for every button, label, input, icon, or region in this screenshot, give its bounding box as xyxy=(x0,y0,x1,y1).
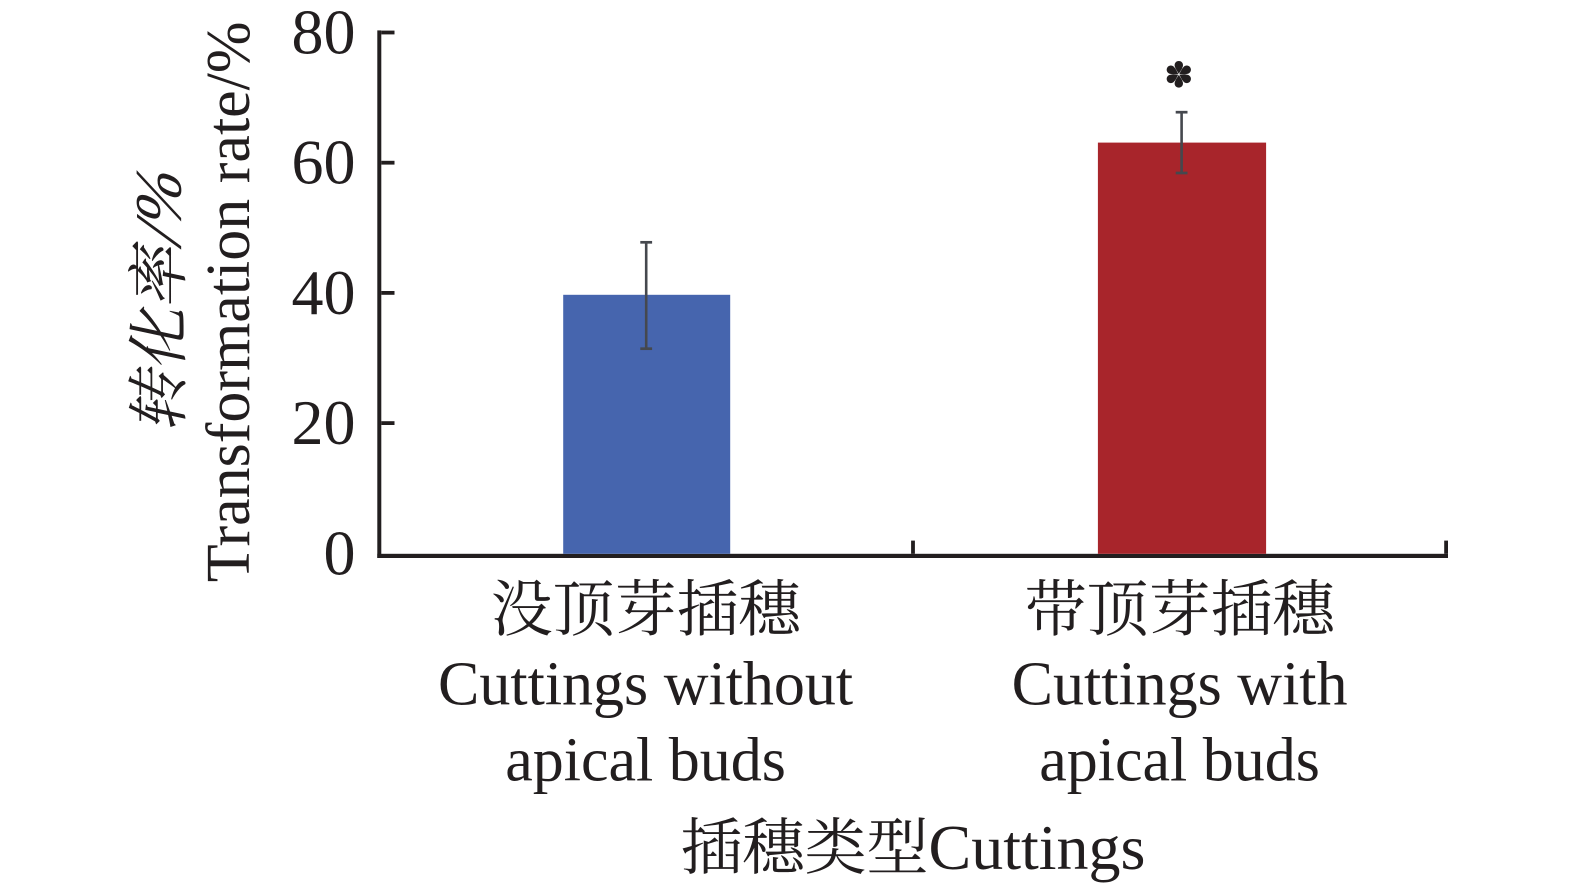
svg-text:apical buds: apical buds xyxy=(1039,727,1320,795)
svg-text:Transformation rate/%: Transformation rate/% xyxy=(195,21,263,582)
svg-text:60: 60 xyxy=(292,127,356,198)
svg-text:80: 80 xyxy=(292,0,356,68)
svg-text:apical buds: apical buds xyxy=(505,727,786,795)
svg-text:40: 40 xyxy=(292,257,356,328)
svg-text:Cuttings without: Cuttings without xyxy=(438,651,853,719)
svg-text:Cuttings: Cuttings xyxy=(929,812,1146,883)
svg-text:0: 0 xyxy=(324,517,356,588)
svg-text:20: 20 xyxy=(292,387,356,458)
svg-text:Cuttings with: Cuttings with xyxy=(1012,651,1348,719)
